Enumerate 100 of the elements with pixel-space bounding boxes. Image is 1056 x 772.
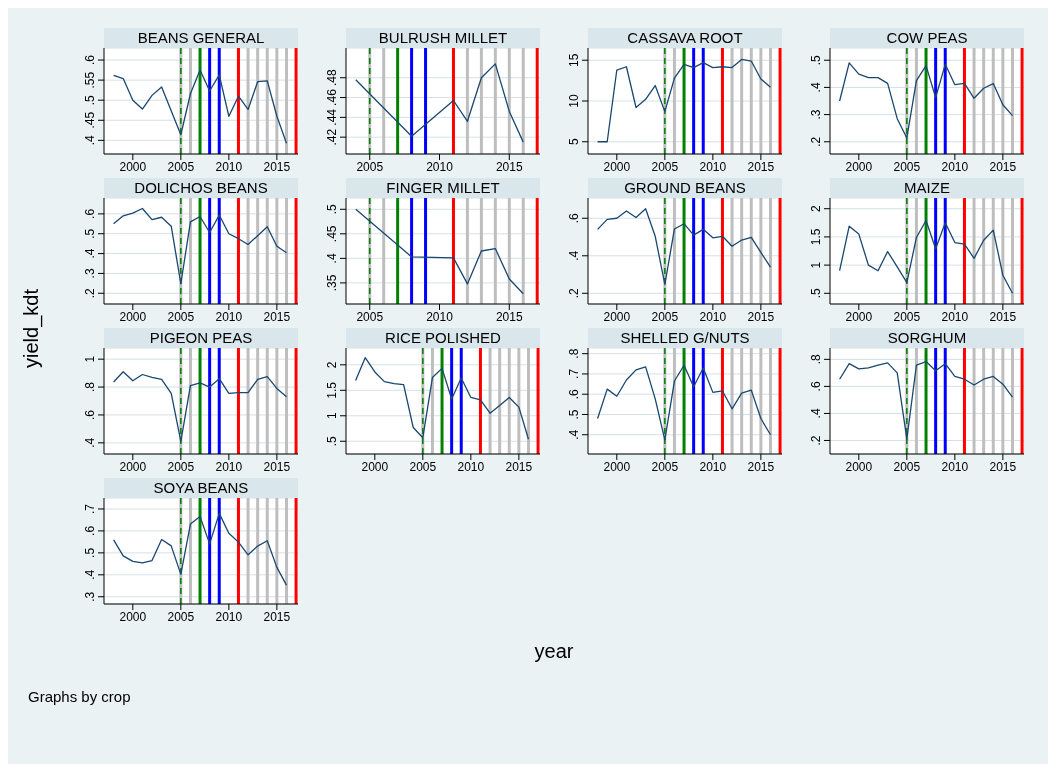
y-tick-label: .46: [325, 88, 339, 106]
chart-title: GROUND BEANS: [588, 178, 782, 198]
x-tick-label: 2015: [989, 159, 1017, 174]
y-tick-label: .5: [809, 287, 823, 299]
x-tick-label: 2010: [215, 459, 243, 474]
y-tick-label: .6: [83, 54, 97, 66]
y-tick-label: .5: [325, 203, 339, 215]
y-tick-label: .4: [567, 429, 581, 440]
x-tick-label: 2000: [119, 609, 147, 624]
x-tick-label: 2000: [603, 159, 631, 174]
line-series: [355, 63, 524, 143]
y-tick-label: .6: [83, 409, 97, 420]
y-tick-label: .3: [83, 591, 97, 602]
chart-title: RICE POLISHED: [346, 328, 540, 348]
x-tick-label: 2010: [941, 309, 969, 324]
x-tick-label: 2000: [119, 309, 147, 324]
y-tick-label: .6: [809, 381, 823, 392]
x-tick-label: 2000: [603, 309, 631, 324]
chart-title: FINGER MILLET: [346, 178, 540, 198]
chart-title: BULRUSH MILLET: [346, 28, 540, 48]
chart-title: SOYA BEANS: [104, 478, 298, 498]
line-series: [112, 207, 288, 285]
y-tick-label: .5: [83, 547, 97, 558]
y-tick-label: .45: [325, 225, 339, 243]
y-tick-label: .3: [83, 268, 97, 279]
y-tick-label: .4: [325, 253, 339, 264]
y-tick-label: .6: [83, 208, 97, 219]
x-tick-label: 2000: [845, 159, 873, 174]
x-tick-label: 2005: [409, 459, 437, 474]
x-tick-label: 2015: [989, 459, 1017, 474]
y-tick-label: .8: [83, 381, 97, 393]
x-tick-label: 2005: [167, 309, 195, 324]
y-tick-label: .3: [809, 109, 823, 120]
y-tick-label: .4: [83, 569, 97, 580]
x-tick-label: 2010: [941, 159, 969, 174]
y-tick-label: .2: [567, 287, 581, 299]
chart-title: SORGHUM: [830, 328, 1024, 348]
x-tick-label: 2010: [699, 159, 727, 174]
y-tick-label: .5: [567, 409, 581, 420]
y-tick-label: .4: [567, 250, 581, 261]
y-tick-label: .7: [83, 503, 97, 514]
y-tick-label: .5: [809, 54, 823, 66]
chart-title: MAIZE: [830, 178, 1024, 198]
x-tick-label: 2005: [893, 309, 921, 324]
y-tick-label: 1.5: [809, 228, 823, 246]
x-tick-label: 2015: [263, 459, 291, 474]
x-tick-label: 2015: [263, 609, 291, 624]
x-tick-label: 2005: [893, 159, 921, 174]
y-tick-label: 1: [325, 412, 339, 420]
line-series: [355, 208, 524, 295]
y-tick-label: 1: [809, 261, 823, 269]
x-tick-label: 2005: [167, 459, 195, 474]
y-tick-label: .2: [809, 435, 823, 446]
y-tick-label: .8: [809, 354, 823, 365]
x-tick-label: 2005: [651, 309, 679, 324]
chart-title: BEANS GENERAL: [104, 28, 298, 48]
x-tick-label: 2005: [651, 459, 679, 474]
y-tick-label: .2: [83, 287, 97, 299]
y-tick-label: .6: [567, 212, 581, 224]
x-tick-label: 2005: [356, 159, 384, 174]
y-axis-title: yield_kdt: [19, 288, 43, 368]
x-tick-label: 2010: [215, 309, 243, 324]
x-tick-label: 2010: [457, 459, 485, 474]
line-series: [112, 69, 288, 144]
x-tick-label: 2010: [426, 159, 454, 174]
x-tick-label: 2015: [505, 459, 533, 474]
y-tick-label: .42: [325, 128, 339, 146]
y-tick-label: 5: [567, 138, 581, 146]
y-tick-label: .5: [83, 228, 97, 239]
x-axis-title: year: [533, 640, 575, 663]
y-tick-label: .4: [83, 135, 97, 146]
y-tick-label: .4: [809, 408, 823, 419]
x-tick-label: 2010: [426, 309, 454, 324]
y-tick-label: .6: [567, 388, 581, 400]
line-series: [838, 360, 1014, 440]
line-series: [838, 62, 1014, 139]
x-tick-label: 2005: [167, 159, 195, 174]
y-tick-label: .8: [567, 348, 581, 359]
chart-title: PIGEON PEAS: [104, 328, 298, 348]
x-tick-label: 2005: [893, 459, 921, 474]
x-tick-label: 2000: [119, 159, 147, 174]
y-tick-label: .4: [809, 82, 823, 93]
y-tick-label: 2: [325, 361, 339, 369]
x-tick-label: 2010: [215, 159, 243, 174]
y-tick-label: .2: [809, 136, 823, 147]
text: Graphs by crop: [28, 688, 131, 705]
y-tick-label: .5: [325, 435, 339, 447]
y-tick-label: .45: [83, 111, 97, 129]
y-tick-label: .4: [83, 437, 97, 448]
chart-title: DOLICHOS BEANS: [104, 178, 298, 198]
x-tick-label: 2015: [495, 309, 523, 324]
y-tick-label: 1: [83, 355, 97, 363]
x-tick-label: 2015: [989, 309, 1017, 324]
x-tick-label: 2000: [119, 459, 147, 474]
x-tick-label: 2015: [495, 159, 523, 174]
x-tick-label: 2005: [356, 309, 384, 324]
x-tick-label: 2010: [699, 309, 727, 324]
x-tick-label: 2015: [747, 159, 775, 174]
y-tick-label: .7: [567, 368, 581, 379]
x-tick-label: 2010: [699, 459, 727, 474]
